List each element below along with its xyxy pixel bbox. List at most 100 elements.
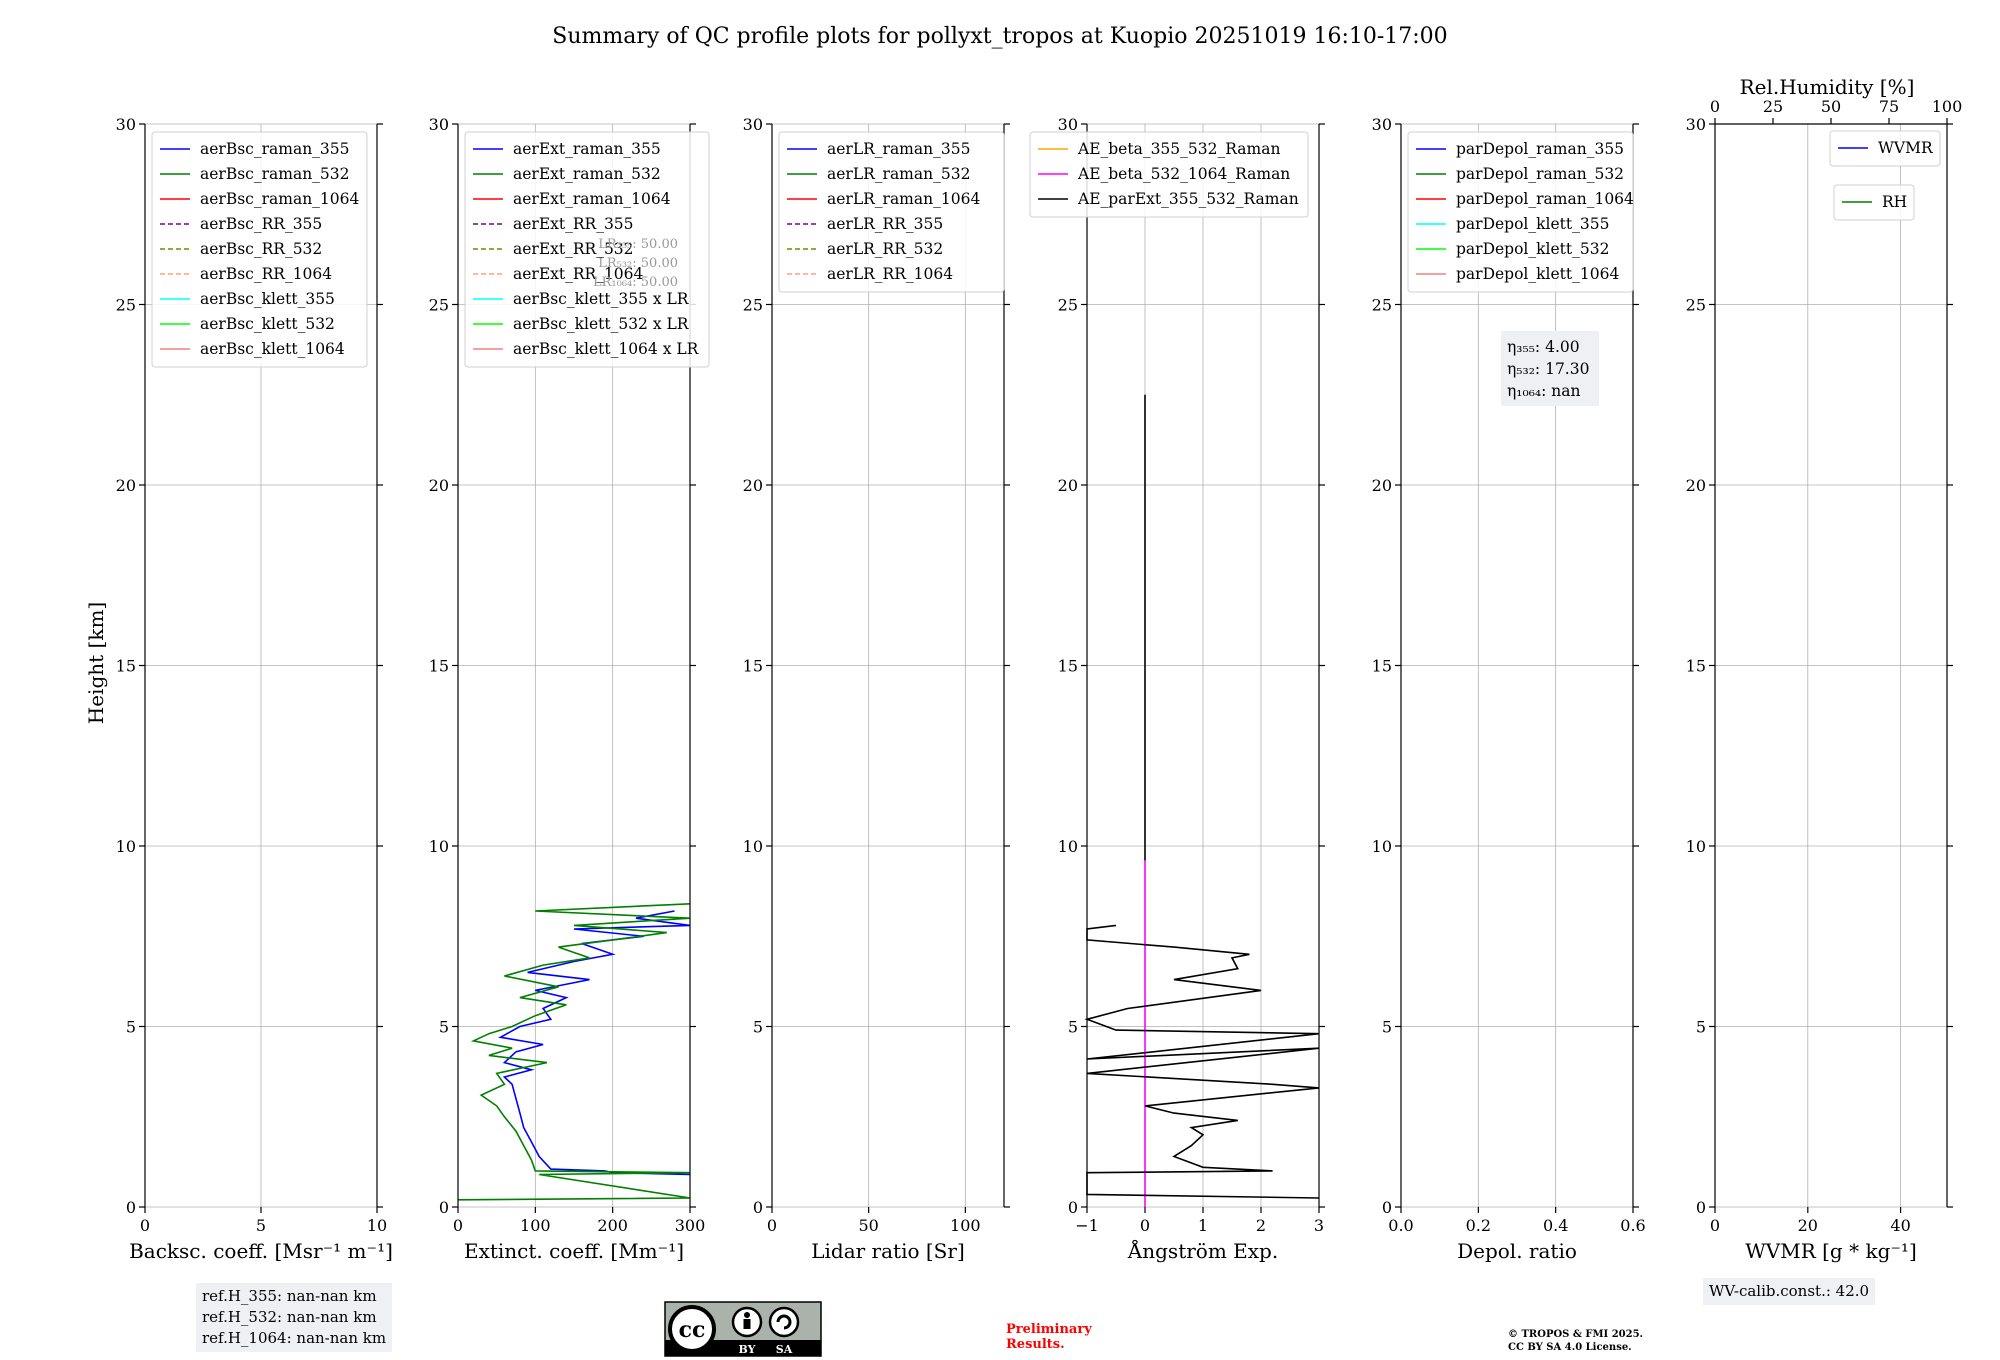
legend-label: aerLR_raman_355 (827, 140, 970, 158)
sa-label: SA (776, 1343, 793, 1356)
legend-label: aerExt_RR_532 (513, 240, 634, 258)
copyright-note: © TROPOS & FMI 2025. CC BY SA 4.0 Licens… (1508, 1328, 1643, 1354)
preliminary-line-2: Results. (1006, 1337, 1065, 1352)
x-tick-label: 0 (1710, 1216, 1720, 1235)
share-alike-icon-arrow (776, 1314, 792, 1330)
x-tick-label: 0.2 (1466, 1216, 1491, 1235)
legend-label: aerBsc_klett_1064 x LR (513, 340, 700, 358)
panel-3: 0 5 10 15 20 25 30 0 50 100 Lidar ratio [Sr] aerLR_… (743, 115, 1010, 1263)
x-tick-label: 100 (520, 1216, 551, 1235)
y-tick-label: 0 (753, 1198, 763, 1217)
legend-label: parDepol_klett_355 (1456, 215, 1609, 233)
series-line-aerExt_raman_355 (498, 910, 691, 1176)
y-tick-label: 5 (1696, 1018, 1706, 1037)
y-tick-label: 15 (743, 657, 763, 676)
y-tick-label: 25 (429, 296, 449, 315)
attribution-icon-head (744, 1312, 750, 1318)
cc-logo-icon (668, 1305, 716, 1353)
legend-label: aerBsc_klett_355 x LR (513, 290, 690, 308)
cc-by-sa-badge: cc BY SA (664, 1301, 822, 1357)
share-alike-icon (768, 1306, 800, 1338)
x-tick-label: 0.6 (1620, 1216, 1645, 1235)
legend-label: aerBsc_RR_532 (200, 240, 322, 258)
x-tick-label: 2 (1256, 1216, 1266, 1235)
panel-1: 0 5 10 15 20 25 30 0 5 10 Backsc. coeff. [Msr⁻¹ m⁻… (116, 115, 393, 1263)
legend-label: aerExt_raman_1064 (513, 190, 671, 208)
legend-label: parDepol_klett_532 (1456, 240, 1609, 258)
y-tick-label: 0 (439, 1198, 449, 1217)
y-tick-label: 10 (1058, 837, 1078, 856)
y-tick-label: 10 (1686, 837, 1706, 856)
x-tick-label: 0 (453, 1216, 463, 1235)
y-tick-label: 20 (1058, 476, 1078, 495)
top-x-tick-label: 50 (1821, 97, 1841, 116)
legend-frame (1829, 130, 1941, 167)
legend-label: aerBsc_klett_1064 (200, 340, 345, 358)
legend-label: aerBsc_RR_1064 (200, 265, 332, 283)
eta-value: η₅₃₂: 17.30 (1507, 360, 1589, 378)
legend-label: aerBsc_klett_532 x LR (513, 315, 690, 333)
x-tick-label: 0.0 (1388, 1216, 1413, 1235)
y-tick-label: 5 (753, 1018, 763, 1037)
y-tick-label: 30 (1058, 115, 1078, 134)
y-tick-label: 5 (439, 1018, 449, 1037)
eta-box (1501, 331, 1599, 406)
lr-annotation: LR₁₀₆₄: 50.00 (593, 275, 678, 290)
x-tick-label: 3 (1314, 1216, 1324, 1235)
x-tick-label: −1 (1075, 1216, 1099, 1235)
copyright-line-1: © TROPOS & FMI 2025. (1508, 1329, 1644, 1340)
lr-annotation: LR₃₅₅: 50.00 (598, 237, 678, 252)
top-x-tick-label: 75 (1879, 97, 1899, 116)
legend-frame (464, 131, 710, 368)
refh-1064: ref.H_1064: nan-nan km (202, 1329, 387, 1347)
y-tick-label: 5 (1068, 1018, 1078, 1037)
legend-label: parDepol_raman_532 (1456, 165, 1624, 183)
y-tick-label: 10 (743, 837, 763, 856)
legend-label: parDepol_raman_1064 (1456, 190, 1634, 208)
legend-label: AE_parExt_355_532_Raman (1077, 190, 1299, 208)
legend-label: aerExt_raman_532 (513, 165, 661, 183)
y-tick-label: 30 (1686, 115, 1706, 134)
y-tick-label: 30 (743, 115, 763, 134)
refh-355: ref.H_355: nan-nan km (202, 1287, 377, 1305)
y-tick-label: 25 (116, 296, 136, 315)
legend-label: aerLR_raman_1064 (827, 190, 980, 208)
x-axis-label: Backsc. coeff. [Msr⁻¹ m⁻¹] (129, 1239, 393, 1263)
preliminary-line-1: Preliminary (1006, 1322, 1092, 1337)
legend-label: aerLR_RR_355 (827, 215, 943, 233)
y-tick-label: 15 (429, 657, 449, 676)
eta-value: η₃₅₅: 4.00 (1507, 338, 1580, 356)
y-tick-label: 20 (1686, 476, 1706, 495)
eta-value: η₁₀₆₄: nan (1507, 382, 1581, 400)
legend-label: aerBsc_raman_355 (200, 140, 350, 158)
y-tick-label: 20 (116, 476, 136, 495)
y-axis-label: Height [km] (84, 602, 108, 724)
legend-label: aerLR_RR_532 (827, 240, 943, 258)
y-tick-label: 20 (743, 476, 763, 495)
y-tick-label: 20 (429, 476, 449, 495)
preliminary-results-note: Preliminary Results. (1006, 1322, 1092, 1352)
legend-label: WVMR (1878, 139, 1934, 157)
legend-label: aerBsc_raman_532 (200, 165, 350, 183)
x-tick-label: 0 (1140, 1216, 1150, 1235)
x-tick-label: 300 (675, 1216, 706, 1235)
y-tick-label: 30 (116, 115, 136, 134)
legend2-frame (1833, 184, 1915, 221)
figure-title: Summary of QC profile plots for pollyxt_… (552, 24, 1447, 49)
refh-532: ref.H_532: nan-nan km (202, 1308, 377, 1326)
lr-annotation: LR₅₃₂: 50.00 (598, 256, 678, 271)
x-axis-label: Extinct. coeff. [Mm⁻¹] (464, 1239, 684, 1263)
y-tick-label: 25 (1372, 296, 1392, 315)
legend-label: AE_beta_532_1064_Raman (1077, 165, 1290, 183)
legend-label: aerExt_RR_355 (513, 215, 634, 233)
panel-5: 0 5 10 15 20 25 30 0.0 0.2 0.4 0.6 Depol. ratio parD… (1372, 115, 1646, 1263)
wv-calib-constant: WV-calib.const.: 42.0 (1709, 1282, 1870, 1300)
y-tick-label: 10 (429, 837, 449, 856)
x-tick-label: 40 (1890, 1216, 1910, 1235)
cc-logo-text: cc (679, 1317, 706, 1343)
top-x-axis-label: Rel.Humidity [%] (1740, 75, 1915, 99)
legend-frame (1029, 131, 1309, 218)
y-tick-label: 15 (1058, 657, 1078, 676)
